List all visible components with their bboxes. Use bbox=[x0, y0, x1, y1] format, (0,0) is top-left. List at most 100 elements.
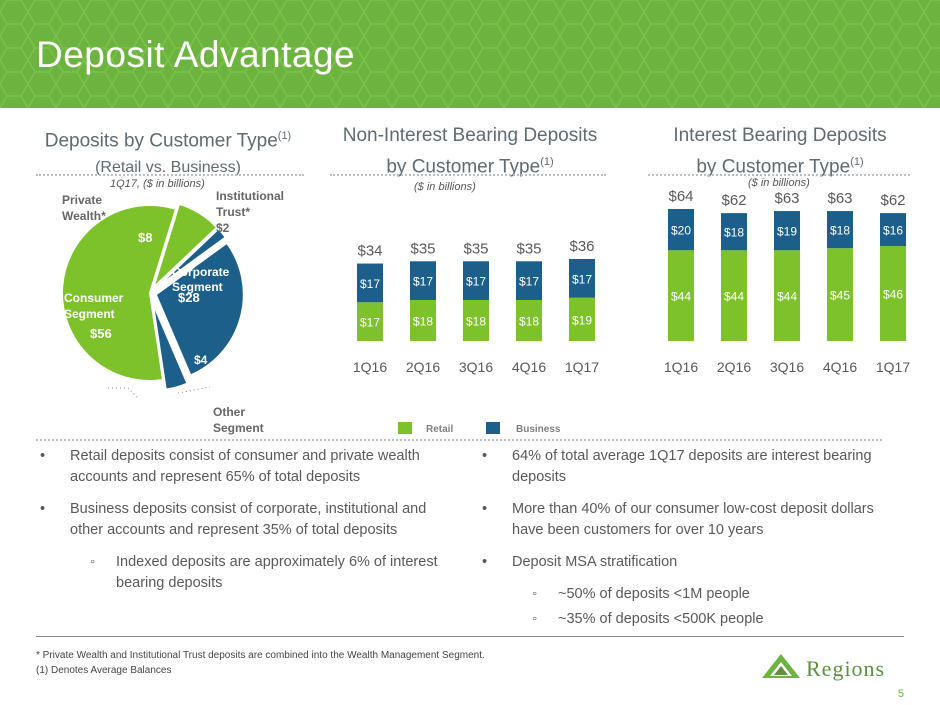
bar-retail-1Q16 bbox=[357, 302, 383, 341]
total-label: $64 bbox=[668, 188, 693, 205]
bar-business-1Q17 bbox=[880, 213, 906, 247]
bar-business-1Q17 bbox=[569, 259, 595, 298]
bar-retail-2Q16 bbox=[721, 250, 747, 341]
pie-slice-corporate-segment bbox=[154, 241, 245, 377]
business-value-label: $19 bbox=[777, 225, 797, 239]
pie-value-private-wealth: $8 bbox=[138, 230, 152, 245]
bar-retail-1Q16 bbox=[668, 250, 694, 341]
legend-retail-swatch bbox=[398, 422, 412, 434]
total-label: $62 bbox=[880, 192, 905, 209]
pie-label-institutional-2: Trust* bbox=[216, 205, 250, 219]
pie-label-corporate-2: Segment bbox=[172, 280, 223, 294]
bar-business-4Q16 bbox=[827, 211, 853, 249]
business-value-label: $17 bbox=[413, 275, 433, 289]
bar-business-1Q16 bbox=[668, 209, 694, 251]
bar-business-2Q16 bbox=[410, 261, 436, 300]
pie-label-consumer-1: Consumer bbox=[64, 291, 124, 305]
pie-label-private-wealth-1: Private bbox=[62, 193, 102, 207]
total-label: $63 bbox=[774, 190, 799, 207]
left-section-title: Deposits by Customer Type(1) (Retail vs.… bbox=[44, 130, 292, 177]
pie-label-other-1: Other bbox=[213, 405, 245, 419]
category-label: 4Q16 bbox=[512, 359, 546, 375]
pie-label-institutional-3: $2 bbox=[216, 221, 230, 235]
middle-section-title: Non-Interest Bearing Deposits by Custome… bbox=[342, 125, 598, 178]
retail-value-label: $44 bbox=[777, 290, 797, 304]
bullet-item: • 64% of total average 1Q17 deposits are … bbox=[482, 448, 872, 485]
business-value-label: $17 bbox=[572, 272, 592, 286]
category-label: 1Q17 bbox=[876, 359, 910, 375]
nib-bar-chart: $17 $17 $34 1Q16 $18 $17 $35 2Q16 $18 $17 $35 3Q16 $… bbox=[353, 238, 599, 375]
pie-label-institutional-1: Institutional bbox=[216, 189, 284, 203]
bar-retail-4Q16 bbox=[827, 248, 853, 341]
ib-bar-chart: $44 $20 $64 1Q16 $44 $18 $62 2Q16 $44 $19 $63 3Q16 $… bbox=[664, 188, 910, 375]
retail-value-label: $45 bbox=[830, 289, 850, 303]
bar-business-3Q16 bbox=[463, 261, 489, 300]
retail-value-label: $44 bbox=[724, 290, 744, 304]
total-label: $36 bbox=[569, 238, 594, 255]
page-number: 5 bbox=[897, 688, 904, 700]
regions-logo-icon bbox=[762, 654, 800, 678]
pie-label-corporate-1: Corporate bbox=[172, 265, 230, 279]
pie-label-other-2: Segment bbox=[213, 421, 264, 435]
pie-slice-institutional-trust bbox=[153, 227, 228, 290]
business-value-label: $18 bbox=[724, 226, 744, 240]
pie-label-private-wealth-2: Wealth* bbox=[62, 209, 106, 223]
footnote-asterisk: * Private Wealth and Institutional Trust… bbox=[36, 650, 485, 661]
retail-value-label: $18 bbox=[413, 315, 433, 329]
category-label: 3Q16 bbox=[770, 359, 804, 375]
sub-bullet-item: ◦ Indexed deposits are approximately 6% o… bbox=[90, 554, 438, 591]
right-section-title: Interest Bearing Deposits by Customer Ty… bbox=[673, 125, 887, 178]
bar-retail-3Q16 bbox=[774, 250, 800, 341]
bullet-item: • Business deposits consist of corporate,… bbox=[40, 501, 427, 538]
bar-business-1Q16 bbox=[357, 263, 383, 303]
retail-value-label: $44 bbox=[671, 290, 691, 304]
regions-logo-text: Regions bbox=[806, 656, 886, 681]
retail-value-label: $17 bbox=[360, 316, 380, 330]
business-value-label: $16 bbox=[883, 224, 903, 238]
leader-institutional bbox=[177, 386, 211, 394]
nib-units-note: ($ in billions) bbox=[414, 181, 476, 193]
bar-business-3Q16 bbox=[774, 211, 800, 251]
business-value-label: $17 bbox=[519, 275, 539, 289]
retail-value-label: $18 bbox=[466, 315, 486, 329]
pie-chart: Private Wealth* Institutional Trust* $2 … bbox=[61, 189, 284, 435]
bar-business-4Q16 bbox=[516, 261, 542, 300]
banner-pattern bbox=[0, 0, 940, 108]
category-label: 3Q16 bbox=[459, 359, 493, 375]
total-label: $35 bbox=[516, 240, 541, 257]
footer-divider bbox=[36, 636, 904, 637]
middle-title-divider bbox=[330, 174, 606, 176]
pie-slices bbox=[61, 202, 245, 391]
category-label: 1Q16 bbox=[664, 359, 698, 375]
bullet-item: • Retail deposits consist of consumer and… bbox=[40, 448, 420, 485]
total-label: $35 bbox=[463, 240, 488, 257]
pie-value-other: $4 bbox=[194, 353, 208, 367]
leader-private-wealth-2 bbox=[127, 387, 139, 399]
total-label: $34 bbox=[357, 243, 382, 260]
footnote-1: (1) Denotes Average Balances bbox=[36, 665, 172, 676]
legend-business-label: Business bbox=[516, 424, 561, 435]
category-label: 2Q16 bbox=[717, 359, 751, 375]
business-value-label: $17 bbox=[360, 277, 380, 291]
bullets-right: • 64% of total average 1Q17 deposits are … bbox=[478, 446, 908, 634]
business-value-label: $20 bbox=[671, 224, 691, 238]
title-banner: Deposit Advantage bbox=[0, 0, 940, 108]
bullet-item: • Deposit MSA stratification bbox=[482, 554, 678, 570]
total-label: $63 bbox=[827, 190, 852, 207]
bar-retail-2Q16 bbox=[410, 300, 436, 341]
ib-units-note: ($ in billions) bbox=[748, 177, 810, 189]
left-section-subtitle: (Retail vs. Business) bbox=[95, 159, 241, 177]
total-label: $62 bbox=[721, 192, 746, 209]
category-label: 2Q16 bbox=[406, 359, 440, 375]
bar-retail-1Q17 bbox=[880, 246, 906, 341]
bar-retail-1Q17 bbox=[569, 297, 595, 341]
legend-business-swatch bbox=[486, 422, 500, 434]
sub-bullet-item: ◦ ~35% of deposits <500K people bbox=[532, 611, 764, 627]
business-value-label: $17 bbox=[466, 275, 486, 289]
pie-value-corporate: $28 bbox=[178, 290, 200, 305]
bar-retail-4Q16 bbox=[516, 300, 542, 341]
retail-value-label: $46 bbox=[883, 288, 903, 302]
business-value-label: $18 bbox=[830, 224, 850, 238]
bar-retail-3Q16 bbox=[463, 300, 489, 341]
category-label: 1Q16 bbox=[353, 359, 387, 375]
